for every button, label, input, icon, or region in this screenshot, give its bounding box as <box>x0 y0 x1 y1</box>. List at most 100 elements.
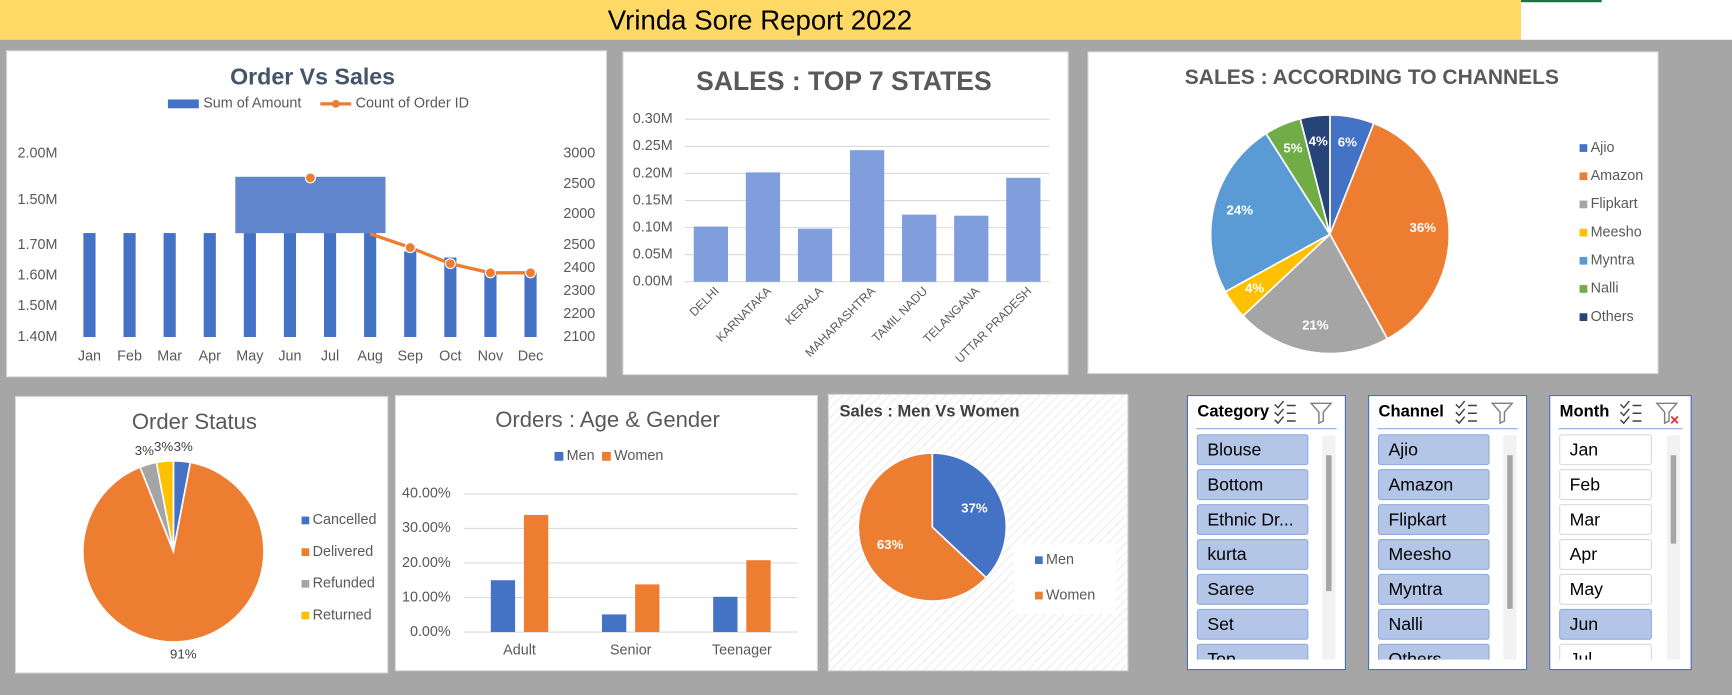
slicer-item[interactable] <box>1196 538 1309 570</box>
y-tick-label: 40.00% <box>402 486 451 502</box>
line-marker <box>444 258 456 270</box>
slicer-item[interactable] <box>1559 608 1652 640</box>
data-label: 36% <box>1410 220 1437 235</box>
legend-swatch <box>1579 172 1588 181</box>
slicer-item-label: May <box>1570 579 1604 599</box>
y-tick-label: 2.00M <box>18 145 58 161</box>
legend-swatch <box>1579 228 1588 237</box>
x-tick-label: May <box>236 349 264 365</box>
legend-swatch <box>331 99 340 108</box>
slicer-item[interactable] <box>1377 643 1490 674</box>
bar <box>490 580 516 633</box>
scroll-thumb[interactable] <box>1670 455 1677 544</box>
clear-filter-icon[interactable] <box>1309 402 1333 425</box>
y-tick-label: 0.00% <box>410 624 451 640</box>
slicer-item[interactable] <box>1559 538 1652 570</box>
legend-swatch <box>167 99 199 109</box>
slicer-item[interactable] <box>1377 573 1490 605</box>
bar <box>745 172 781 282</box>
slicer-item[interactable] <box>1377 608 1490 640</box>
pie-slice <box>931 452 1008 579</box>
y-tick-label: 1.60M <box>18 268 58 284</box>
chart-title: Order Status <box>132 409 257 434</box>
slicer-item[interactable] <box>1196 573 1309 605</box>
slicer-item[interactable] <box>1196 434 1309 466</box>
y-tick-label: 0.00M <box>633 274 673 290</box>
x-tick-label: Sep <box>397 349 423 365</box>
slicer-item[interactable] <box>1377 434 1490 466</box>
bar <box>283 233 297 338</box>
multi-select-icon[interactable] <box>1274 400 1296 425</box>
slicer-item-label: Jan <box>1570 439 1598 459</box>
legend-swatch <box>554 451 564 461</box>
y-tick-label: 2000 <box>563 206 595 222</box>
line-marker <box>484 267 496 279</box>
slicer-item[interactable] <box>1196 608 1309 640</box>
scroll-thumb[interactable] <box>1507 455 1513 609</box>
slicer-item[interactable] <box>1559 469 1652 501</box>
y-tick-label: 10.00% <box>402 589 451 605</box>
data-label: 3% <box>154 439 173 454</box>
bar <box>364 233 377 338</box>
slicer-item-label: Set <box>1207 614 1234 634</box>
x-tick-label: Feb <box>117 349 142 365</box>
bar <box>954 215 989 282</box>
slicer-item-label: Amazon <box>1388 474 1453 494</box>
chart-overlay <box>235 176 386 234</box>
clear-filter-icon[interactable] <box>1490 402 1514 425</box>
legend-label: Delivered <box>313 544 374 560</box>
legend-label: Women <box>1046 587 1095 603</box>
legend-label: Sum of Amount <box>203 96 301 112</box>
chart-title: Order Vs Sales <box>230 64 395 90</box>
pie-slice <box>1329 122 1451 340</box>
clear-filter-icon[interactable] <box>1655 402 1679 425</box>
slicer-item[interactable] <box>1559 504 1652 536</box>
sheet-cells <box>1521 0 1732 40</box>
line-marker <box>404 242 416 254</box>
x-tick-label: Adult <box>503 643 536 659</box>
data-label: 5% <box>1283 140 1302 155</box>
slicer-item-label: Feb <box>1570 474 1601 494</box>
slicer-item-label: Apr <box>1570 544 1598 564</box>
data-label: 4% <box>1309 133 1328 148</box>
slicer-item-label: Top <box>1207 649 1236 669</box>
slicer-item-label: Jun <box>1570 614 1598 634</box>
slicer-item[interactable] <box>1559 643 1652 674</box>
y-tick-label: 2500 <box>563 237 595 253</box>
pie-slice <box>1209 132 1332 293</box>
bar <box>746 560 771 633</box>
slicer-item[interactable] <box>1196 504 1309 536</box>
bar <box>484 272 497 338</box>
bar <box>849 150 885 282</box>
legend-swatch <box>301 516 310 525</box>
y-tick-label: 2200 <box>563 306 595 322</box>
bar <box>163 233 176 338</box>
legend-swatch <box>1579 144 1588 152</box>
slicer-item-label: Myntra <box>1388 579 1442 599</box>
legend-label: Flipkart <box>1591 196 1638 212</box>
slicer-item[interactable] <box>1559 434 1652 466</box>
panel <box>622 51 1069 376</box>
scroll-thumb[interactable] <box>1326 455 1332 592</box>
bar <box>123 233 136 338</box>
slicer-title: Category <box>1197 402 1270 421</box>
data-label: 6% <box>1338 134 1357 149</box>
slicer-item[interactable] <box>1196 643 1309 674</box>
header-band <box>0 0 1522 40</box>
multi-select-icon[interactable] <box>1455 400 1477 425</box>
slicer-item-label: Ethnic Dr... <box>1207 509 1293 529</box>
x-tick-label: Oct <box>439 349 461 365</box>
slicer-items: Jan Feb Mar Apr May Jun Jul <box>1559 434 1652 674</box>
data-label: 3% <box>174 439 193 454</box>
multi-select-icon[interactable] <box>1619 400 1642 425</box>
slicer-item[interactable] <box>1377 504 1490 536</box>
slicer-item[interactable] <box>1377 538 1490 570</box>
slicer-item-label: Bottom <box>1207 474 1263 494</box>
slicer-item[interactable] <box>1196 469 1309 501</box>
legend-swatch <box>1579 313 1588 321</box>
slicer-item[interactable] <box>1559 573 1652 605</box>
legend-label: Women <box>614 448 663 464</box>
slicer-item[interactable] <box>1377 469 1490 501</box>
data-label: 3% <box>135 443 154 458</box>
